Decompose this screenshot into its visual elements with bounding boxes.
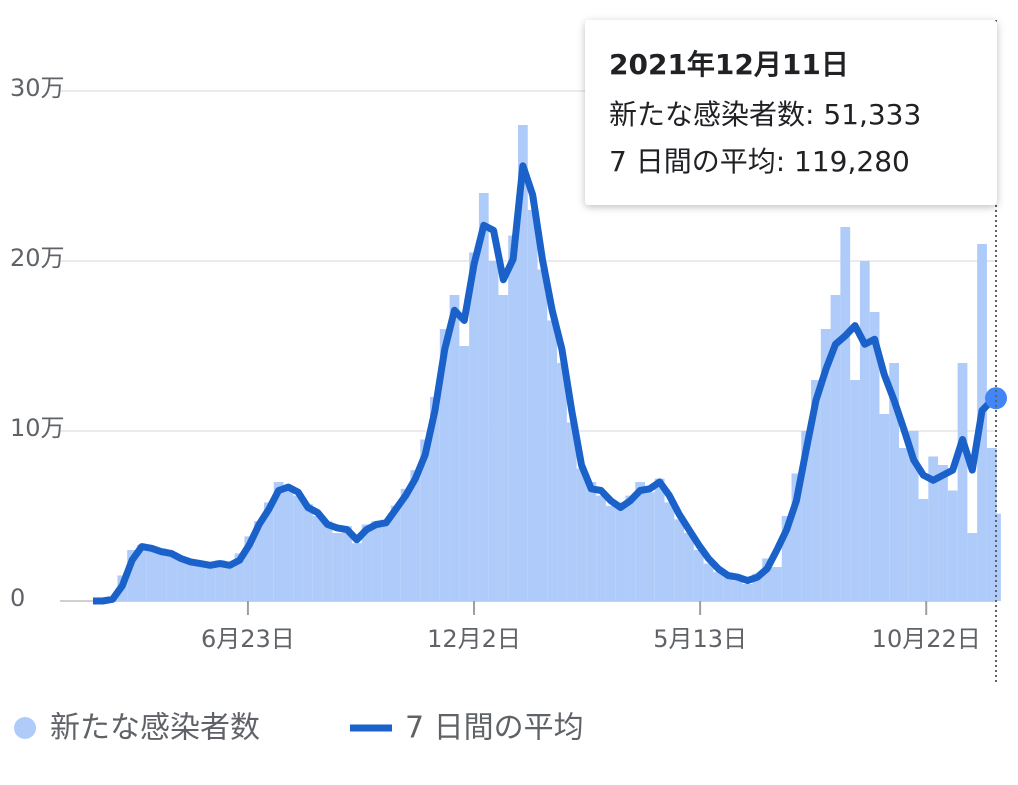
bar [489, 261, 499, 601]
bar [625, 496, 635, 601]
bar [606, 506, 616, 601]
bar [547, 321, 557, 602]
bar [293, 496, 303, 601]
bar [586, 482, 596, 601]
bar [450, 295, 460, 601]
bar [313, 516, 323, 601]
bar [147, 550, 157, 601]
bar [704, 564, 714, 601]
x-tick-label: 6月23日 [201, 625, 295, 653]
bar [332, 533, 342, 601]
bar [391, 506, 401, 601]
tooltip-line: 新たな感染者数: 51,333 [609, 98, 921, 131]
bar [840, 227, 850, 601]
bar [371, 521, 381, 601]
bar [899, 448, 909, 601]
bar [498, 295, 508, 601]
bar [577, 468, 587, 601]
bar [459, 346, 469, 601]
y-tick-label: 0 [10, 584, 25, 612]
bar [381, 519, 391, 601]
bar [948, 491, 958, 602]
bar [655, 479, 665, 601]
bar [557, 363, 567, 601]
bar [186, 564, 196, 601]
bar [303, 504, 313, 601]
bar [860, 261, 870, 601]
bar [919, 499, 929, 601]
bar [508, 236, 518, 602]
bar [674, 519, 684, 601]
tooltip-line: 7 日間の平均: 119,280 [609, 145, 910, 178]
bar [723, 577, 733, 601]
tooltip: 2021年12月11日 新たな感染者数: 51,333 7 日間の平均: 119… [585, 20, 997, 205]
bar [469, 253, 479, 602]
bar [635, 482, 645, 601]
bar [596, 496, 606, 601]
bar [743, 584, 753, 601]
legend: 新たな感染者数 7 日間の平均 [14, 711, 584, 746]
bar [196, 562, 206, 601]
legend-label: 7 日間の平均 [405, 711, 584, 746]
bar [694, 550, 704, 601]
bar [528, 210, 538, 601]
x-tick-label: 12月2日 [427, 625, 521, 653]
bar [225, 564, 235, 601]
y-tick-label: 20万 [10, 244, 65, 272]
bar [938, 465, 948, 601]
legend-label: 新たな感染者数 [50, 711, 260, 746]
x-tick-label: 10月22日 [872, 625, 981, 653]
bar [879, 414, 889, 601]
y-tick-label: 10万 [10, 414, 65, 442]
bar [616, 502, 626, 601]
bar [157, 548, 167, 601]
bar [645, 492, 655, 601]
bar [733, 581, 743, 601]
bar [479, 193, 489, 601]
bar [323, 521, 333, 601]
x-tick-label: 5月13日 [653, 625, 747, 653]
legend-swatch [14, 717, 36, 739]
bar [850, 380, 860, 601]
bar [772, 567, 782, 601]
bar [713, 572, 723, 601]
bar [205, 567, 215, 601]
bar [684, 533, 694, 601]
bar [538, 270, 548, 602]
bar [665, 502, 675, 601]
bar [352, 543, 362, 601]
bar [967, 533, 977, 601]
y-tick-label: 30万 [10, 74, 65, 102]
bar [176, 557, 186, 601]
bar [284, 489, 294, 601]
tooltip-title: 2021年12月11日 [609, 48, 849, 81]
bar [166, 555, 176, 601]
bar [958, 363, 968, 601]
